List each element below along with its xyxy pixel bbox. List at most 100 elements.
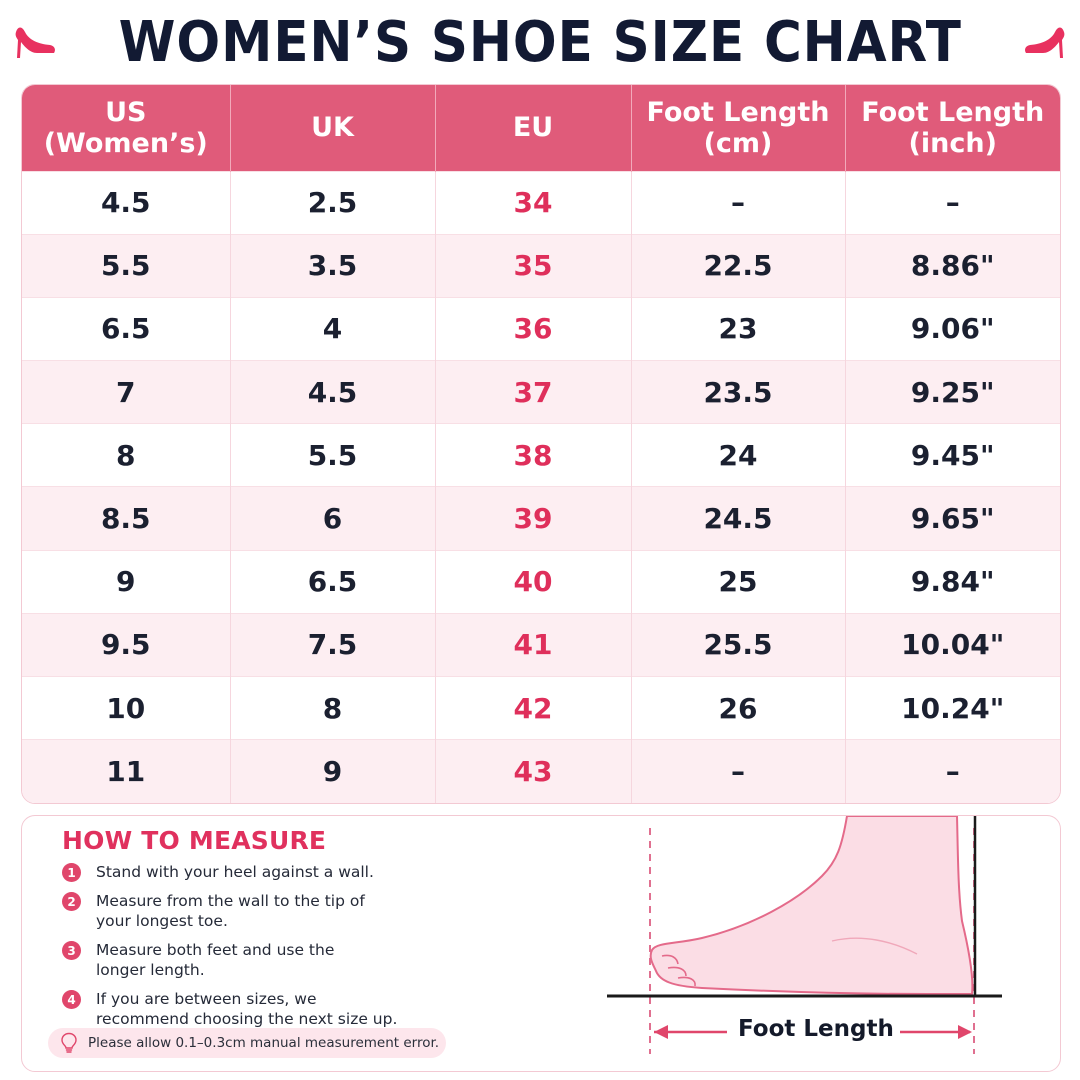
step-text: Stand with your heel against a wall. [96, 863, 374, 881]
table-cell: 23 [631, 296, 846, 361]
note-text: Please allow 0.1–0.3cm manual measuremen… [88, 1035, 440, 1051]
measure-step: 3 Measure both feet and use the longer len… [62, 940, 442, 980]
table-cell: 10.24" [845, 675, 1060, 740]
table-cell: 36 [435, 296, 632, 361]
table-cell: 11 [22, 739, 231, 803]
step-text: Measure both feet and use the [96, 941, 335, 959]
foot-diagram [607, 816, 1002, 1054]
foot-length-label: Foot Length [732, 1016, 900, 1042]
table-body: 4.5 2.5 34– –5.5 3.5 35 22.5 8.86" 6.5 4 36 23 9.06"… [22, 170, 1060, 803]
column-header: EU [435, 85, 632, 171]
toe-lines [661, 954, 696, 987]
table-row: 11 9 43– – [22, 739, 1060, 803]
table-cell: 5.5 [22, 233, 231, 298]
column-header-label: Foot Length [646, 96, 830, 128]
high-heel-icon [1025, 27, 1065, 58]
step-number-badge: 1 [62, 863, 81, 882]
table-cell: 9.45" [845, 423, 1060, 487]
step-number-badge: 3 [62, 941, 81, 960]
table-cell: 10.04" [845, 612, 1060, 677]
table-row: 8 5.5 38 24 9.45" [22, 423, 1060, 487]
column-header: US (Women’s) [22, 85, 231, 171]
table-cell: 5.5 [230, 423, 436, 487]
table-cell: 6.5 [230, 549, 436, 614]
table-row: 9.5 7.5 41 25.5 10.04" [22, 612, 1060, 677]
table-cell: 37 [435, 360, 632, 424]
column-header-label: EU [512, 112, 554, 144]
table-cell: 8 [230, 675, 436, 740]
table-row: 10 8 42 26 10.24" [22, 675, 1060, 740]
arch-line [831, 937, 918, 955]
table-cell: 23.5 [631, 360, 846, 424]
step-number-badge: 4 [62, 990, 81, 1009]
table-cell: – [631, 170, 846, 235]
title-bar: WOMEN’S SHOE SIZE CHART [0, 0, 1080, 84]
step-text: your longest toe. [96, 912, 228, 930]
measure-steps: 1 Stand with your heel against a wall. 2 Me… [62, 862, 442, 1038]
measure-step: 2 Measure from the wall to the tip of your… [62, 891, 442, 931]
table-header-row: US (Women’s) UK EU Foot Length (cm) Foot Lengt… [22, 85, 1060, 171]
table-cell: 8.5 [22, 486, 231, 551]
measure-panel: HOW TO MEASURE 1 Stand with your heel aga… [21, 815, 1061, 1072]
step-text: If you are between sizes, we [96, 990, 317, 1008]
table-cell: 9 [230, 739, 436, 803]
note-pill: Please allow 0.1–0.3cm manual measuremen… [48, 1028, 446, 1058]
table-cell: 4.5 [230, 360, 436, 424]
table-cell: – [845, 739, 1060, 803]
measure-step: 4 If you are between sizes, we recommend c… [62, 989, 442, 1029]
column-header-sublabel: (Women’s) [43, 127, 208, 159]
column-header-sublabel: (cm) [703, 127, 773, 159]
table-row: 4.5 2.5 34– – [22, 170, 1060, 235]
table-cell: 6 [230, 486, 436, 551]
column-header-label: Foot Length [861, 96, 1045, 128]
high-heel-icon [15, 27, 55, 58]
table-cell: 22.5 [631, 233, 846, 298]
table-cell: 10 [22, 675, 231, 740]
table-cell: 25 [631, 549, 846, 614]
table-cell: 9 [22, 549, 231, 614]
lightbulb-icon [61, 1032, 77, 1053]
arrowhead-right [958, 1025, 972, 1039]
table-cell: 8.86" [845, 233, 1060, 298]
table-cell: 3.5 [230, 233, 436, 298]
table-cell: – [631, 739, 846, 803]
column-header: Foot Length (cm) [631, 85, 846, 171]
table-row: 9 6.5 40 25 9.84" [22, 549, 1060, 614]
table-cell: 4.5 [22, 170, 231, 235]
table-cell: 4 [230, 296, 436, 361]
measure-heading: HOW TO MEASURE [62, 826, 327, 855]
table-row: 6.5 4 36 23 9.06" [22, 296, 1060, 361]
table-cell: 39 [435, 486, 632, 551]
table-cell: 42 [435, 675, 632, 740]
page-title: WOMEN’S SHOE SIZE CHART [118, 9, 962, 75]
column-header: Foot Length (inch) [845, 85, 1060, 171]
step-text: recommend choosing the next size up. [96, 1010, 398, 1028]
table-cell: 7 [22, 360, 231, 424]
step-text: Measure from the wall to the tip of [96, 892, 365, 910]
table-cell: 9.84" [845, 549, 1060, 614]
table-cell: 41 [435, 612, 632, 677]
table-cell: 25.5 [631, 612, 846, 677]
table-cell: 38 [435, 423, 632, 487]
table-cell: 2.5 [230, 170, 436, 235]
table-cell: 9.5 [22, 612, 231, 677]
table-cell: 40 [435, 549, 632, 614]
table-cell: 7.5 [230, 612, 436, 677]
column-header-label: US [105, 96, 147, 128]
table-cell: 9.65" [845, 486, 1060, 551]
table-cell: 26 [631, 675, 846, 740]
table-row: 5.5 3.5 35 22.5 8.86" [22, 233, 1060, 298]
table-cell: 43 [435, 739, 632, 803]
table-cell: 9.06" [845, 296, 1060, 361]
table-row: 8.5 6 39 24.5 9.65" [22, 486, 1060, 551]
size-table: US (Women’s) UK EU Foot Length (cm) Foot Lengt… [21, 84, 1061, 804]
table-cell: 24 [631, 423, 846, 487]
column-header-sublabel: (inch) [908, 127, 997, 159]
column-header-label: UK [311, 112, 354, 144]
table-cell: 6.5 [22, 296, 231, 361]
table-cell: 34 [435, 170, 632, 235]
table-cell: – [845, 170, 1060, 235]
table-cell: 35 [435, 233, 632, 298]
arrowhead-left [654, 1025, 668, 1039]
table-cell: 9.25" [845, 360, 1060, 424]
